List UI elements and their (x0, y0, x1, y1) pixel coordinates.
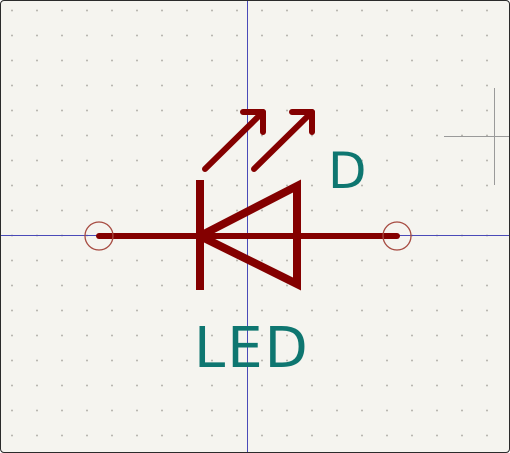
light-emission-arrows-icon (202, 109, 315, 172)
pin-end-right-circle[interactable] (382, 221, 412, 251)
symbol-value[interactable]: LED (194, 316, 310, 381)
reference-designator[interactable]: D (328, 142, 367, 200)
pin-end-left-circle[interactable] (84, 221, 114, 251)
diode-triangle-icon[interactable] (191, 179, 301, 291)
crosshair-cursor (444, 88, 509, 185)
